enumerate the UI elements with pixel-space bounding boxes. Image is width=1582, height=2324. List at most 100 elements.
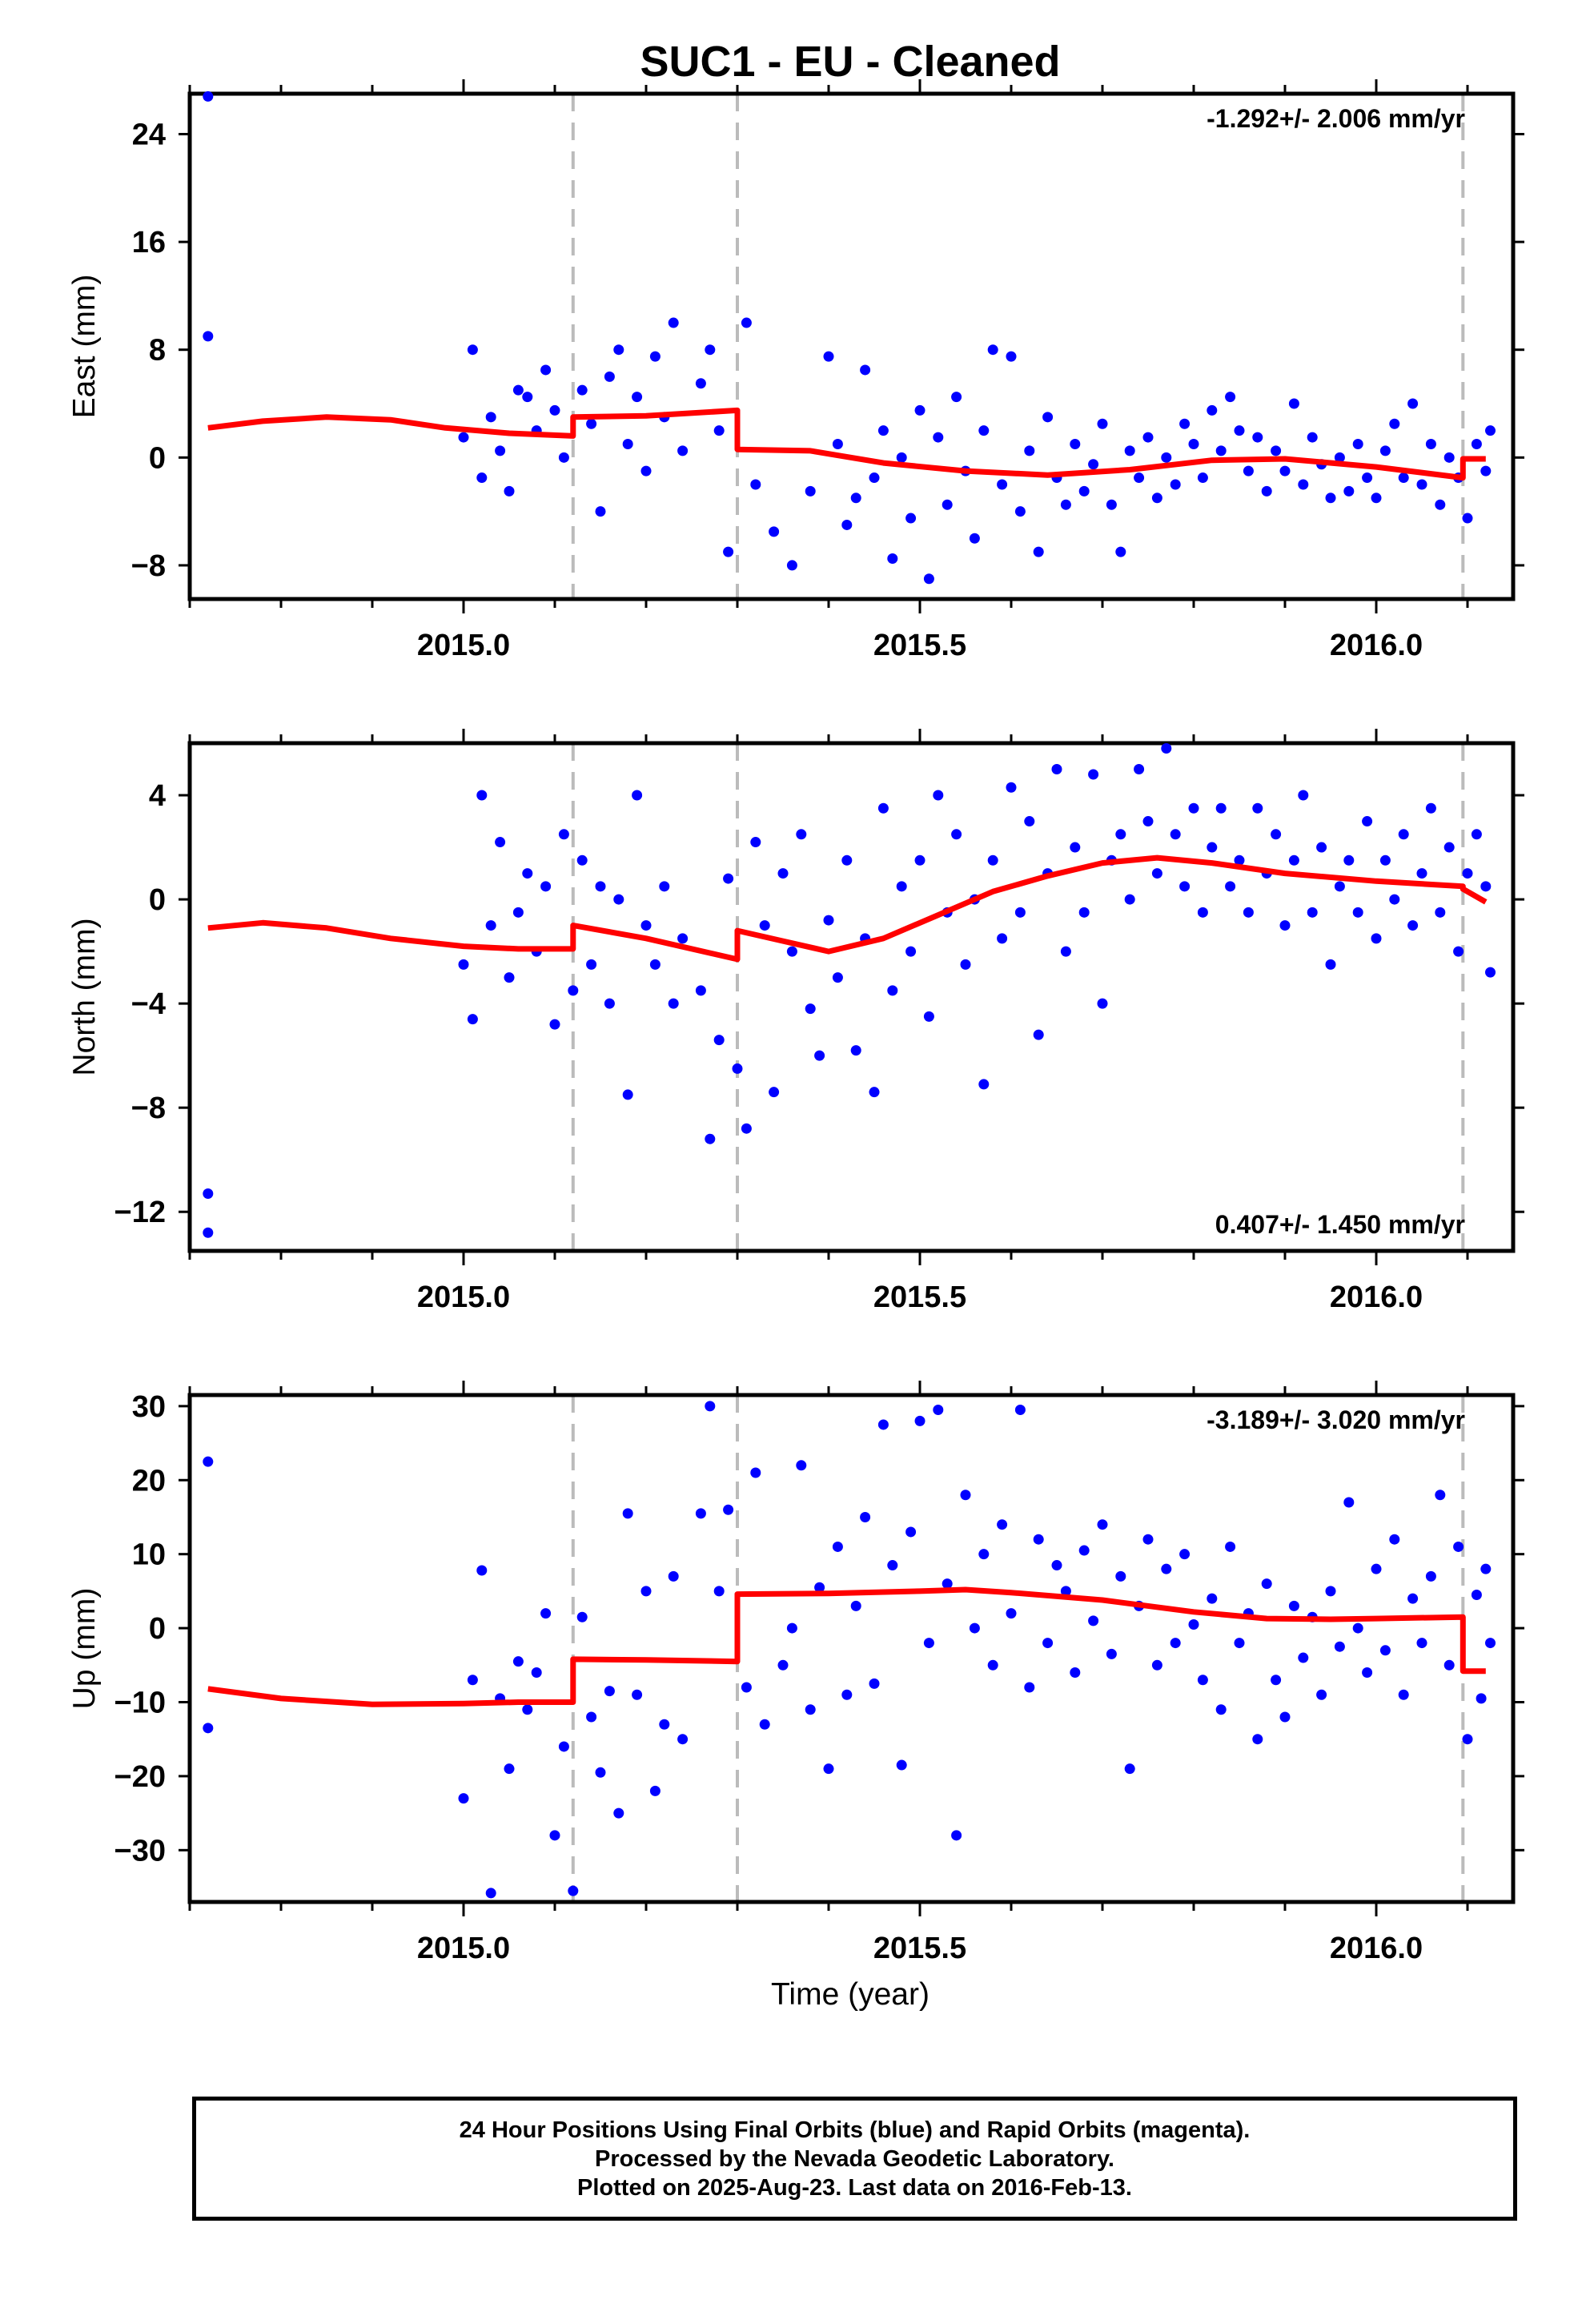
north-panel: −12 −8 −4 0 4 2015.0 2015.5 2016.0 North (mm) 0.4… (67, 729, 1524, 1314)
data-point (933, 790, 944, 801)
data-point (777, 1659, 789, 1671)
x-axis-label: Time (year) (771, 1977, 930, 2012)
data-point (869, 1087, 880, 1098)
data-point (458, 432, 469, 443)
data-point (613, 344, 624, 356)
data-point (1425, 1570, 1436, 1582)
footer-line-2: Processed by the Nevada Geodetic Laborat… (595, 2145, 1114, 2172)
data-point (1398, 829, 1409, 840)
data-point (1051, 764, 1062, 775)
data-point (668, 998, 679, 1009)
data-point (850, 493, 861, 504)
up-rate-label: -3.189+/- 3.020 mm/yr (1207, 1405, 1465, 1434)
data-point (786, 560, 797, 571)
east-y-axis-label: East (mm) (67, 275, 102, 419)
data-point (1379, 445, 1391, 456)
data-point (1106, 499, 1117, 510)
data-point (586, 1711, 597, 1723)
up-panel: −30 −20 −10 0 10 20 30 2015.0 2015.5 2016.0 Up (mm… (67, 1381, 1524, 1965)
data-point (887, 1560, 898, 1571)
data-point (1371, 933, 1382, 944)
data-point (1179, 881, 1191, 892)
data-point (850, 1045, 861, 1056)
data-point (1307, 432, 1318, 443)
data-point (640, 920, 652, 931)
data-point (668, 317, 679, 328)
data-point (1480, 465, 1492, 476)
data-point (1298, 479, 1309, 490)
data-point (1097, 1519, 1108, 1530)
y-tick-label: −10 (114, 1686, 166, 1719)
data-point (558, 1741, 569, 1752)
data-point (750, 837, 761, 848)
data-point (1033, 1029, 1044, 1040)
data-point (969, 1622, 980, 1634)
data-point (1115, 1570, 1126, 1582)
data-point (1379, 1645, 1391, 1656)
data-point (622, 1089, 633, 1100)
data-point (1179, 1549, 1191, 1560)
data-point (823, 1763, 834, 1775)
data-point (1024, 1682, 1035, 1693)
data-point (467, 1675, 478, 1686)
data-point (923, 573, 934, 585)
data-point (1343, 485, 1355, 497)
x-tick-label: 2015.5 (873, 1932, 966, 1965)
data-point (860, 364, 871, 376)
data-point (695, 985, 706, 996)
footer-line-1: 24 Hour Positions Using Final Orbits (bl… (459, 2117, 1251, 2143)
data-point (659, 881, 670, 892)
data-point (1252, 1734, 1263, 1745)
data-point (203, 331, 214, 342)
data-point (558, 829, 569, 840)
data-point (522, 1704, 533, 1715)
data-point (1115, 829, 1126, 840)
data-point (677, 933, 689, 944)
data-point (1279, 920, 1291, 931)
data-point (759, 920, 770, 931)
data-point (1024, 816, 1035, 827)
data-point (1252, 802, 1263, 814)
data-point (896, 1759, 907, 1771)
data-point (1471, 1590, 1482, 1601)
data-point (1471, 438, 1482, 449)
data-point (923, 1638, 934, 1649)
data-point (741, 1682, 752, 1693)
east-rate-label: -1.292+/- 2.006 mm/yr (1207, 104, 1465, 133)
data-point (595, 506, 606, 517)
data-point (1234, 854, 1245, 866)
x-tick-label: 2015.0 (417, 1281, 510, 1314)
chart-title: SUC1 - EU - Cleaned (640, 38, 1060, 86)
data-point (203, 1188, 214, 1199)
data-point (1298, 790, 1309, 801)
north-frame (187, 741, 1516, 1253)
data-point (877, 1419, 889, 1430)
data-point (723, 873, 734, 884)
data-point (877, 802, 889, 814)
data-point (969, 533, 980, 544)
data-point (997, 479, 1008, 490)
data-point (1215, 802, 1227, 814)
data-point (640, 1586, 652, 1597)
data-point (1371, 493, 1382, 504)
data-point (1325, 493, 1336, 504)
data-point (1288, 854, 1299, 866)
data-point (1088, 769, 1099, 780)
data-point (1088, 459, 1099, 470)
north-y-axis-label: North (mm) (67, 918, 102, 1076)
data-point (531, 1667, 542, 1679)
data-point (1051, 1560, 1062, 1571)
data-point (705, 1133, 716, 1144)
data-point (914, 404, 926, 416)
data-point (1134, 764, 1145, 775)
data-point (677, 1734, 689, 1745)
data-point (485, 1888, 496, 1899)
data-point (1060, 946, 1071, 957)
east-frame (187, 91, 1516, 601)
data-point (1307, 907, 1318, 918)
data-point (1179, 418, 1191, 429)
data-point (1097, 418, 1108, 429)
data-point (1389, 894, 1400, 905)
data-point (476, 1565, 488, 1576)
data-point (1142, 816, 1154, 827)
